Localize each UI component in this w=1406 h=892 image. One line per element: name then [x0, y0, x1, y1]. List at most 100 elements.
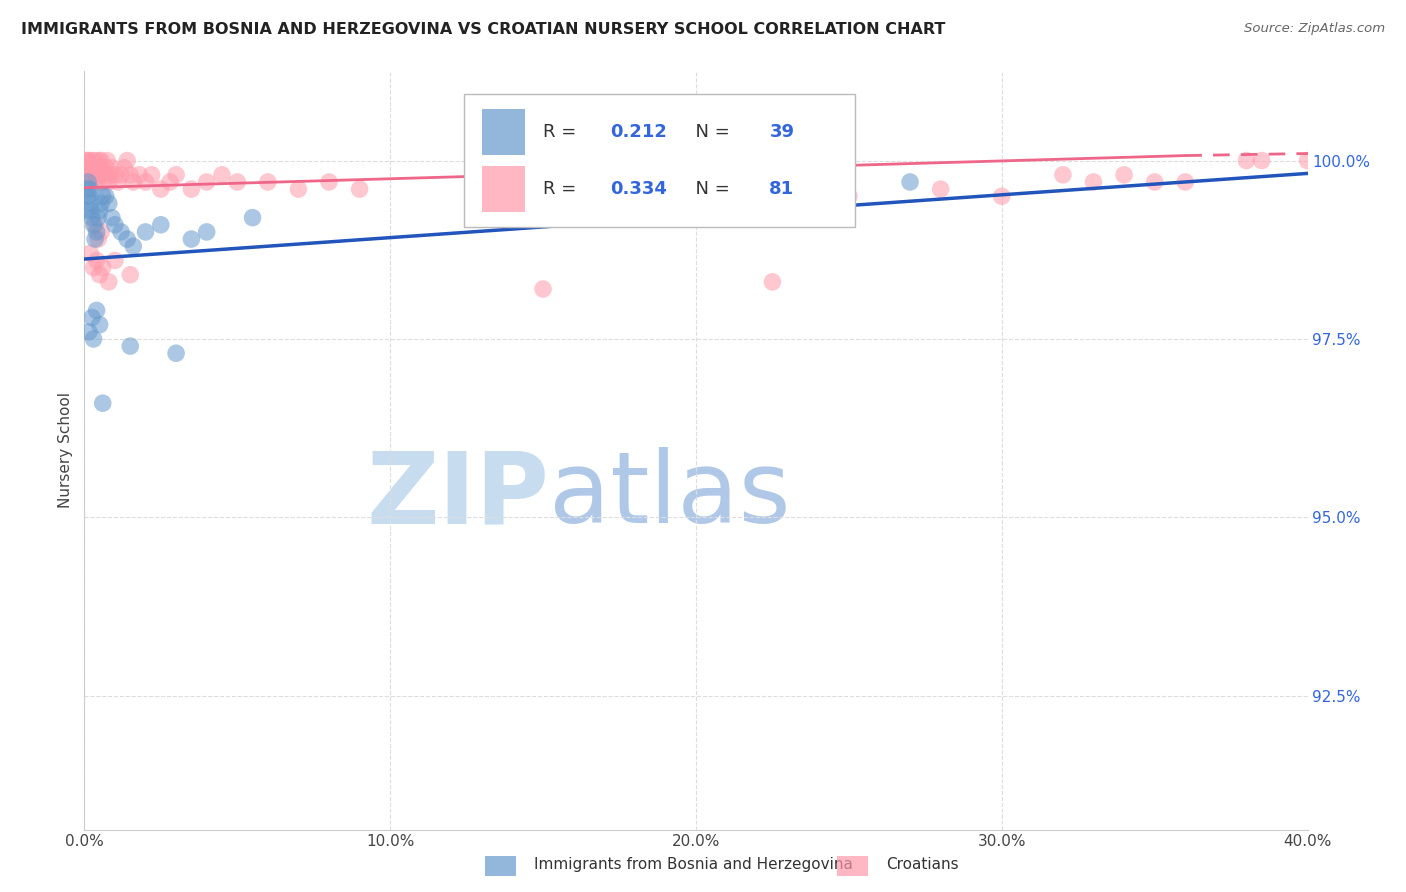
Point	[120, 168, 142, 182]
Point	[86, 225, 108, 239]
Point	[87, 161, 110, 175]
Point	[128, 168, 150, 182]
Text: 39: 39	[769, 123, 794, 141]
Text: atlas: atlas	[550, 448, 790, 544]
Point	[120, 268, 142, 282]
Point	[159, 175, 181, 189]
Point	[84, 232, 107, 246]
Point	[86, 303, 108, 318]
Point	[94, 189, 117, 203]
Point	[77, 189, 100, 203]
Bar	[482, 109, 524, 155]
Point	[76, 189, 98, 203]
Point	[89, 268, 111, 282]
Point	[135, 225, 157, 239]
Point	[84, 218, 107, 232]
Point	[97, 175, 120, 189]
Point	[120, 339, 142, 353]
Text: IMMIGRANTS FROM BOSNIA AND HERZEGOVINA VS CROATIAN NURSERY SCHOOL CORRELATION CH: IMMIGRANTS FROM BOSNIA AND HERZEGOVINA V…	[21, 22, 945, 37]
Point	[1143, 175, 1166, 189]
Point	[91, 396, 114, 410]
FancyBboxPatch shape	[464, 95, 855, 227]
Point	[104, 168, 127, 182]
Point	[83, 168, 105, 182]
Point	[79, 168, 101, 182]
Point	[79, 246, 101, 260]
Point	[84, 161, 107, 175]
Bar	[482, 166, 524, 211]
Point	[97, 275, 120, 289]
Point	[318, 175, 340, 189]
Point	[1083, 175, 1105, 189]
Point	[77, 161, 100, 175]
Point	[761, 275, 783, 289]
Point	[76, 161, 98, 175]
Point	[80, 203, 103, 218]
Point	[104, 218, 127, 232]
Point	[75, 153, 97, 168]
Point	[90, 225, 112, 239]
Point	[1174, 175, 1197, 189]
Point	[257, 175, 280, 189]
Point	[609, 189, 631, 203]
Point	[211, 168, 233, 182]
Point	[242, 211, 264, 225]
Point	[80, 211, 103, 225]
Point	[101, 161, 124, 175]
Point	[149, 182, 172, 196]
Point	[79, 153, 101, 168]
Text: N =: N =	[683, 123, 735, 141]
Point	[104, 253, 127, 268]
Point	[76, 153, 98, 168]
Text: Source: ZipAtlas.com: Source: ZipAtlas.com	[1244, 22, 1385, 36]
Point	[141, 168, 163, 182]
Point	[165, 168, 187, 182]
Point	[83, 332, 105, 346]
Point	[77, 325, 100, 339]
Point	[115, 153, 138, 168]
Point	[87, 153, 110, 168]
Point	[135, 175, 157, 189]
Point	[122, 175, 145, 189]
Point	[97, 196, 120, 211]
Text: Immigrants from Bosnia and Herzegovina: Immigrants from Bosnia and Herzegovina	[534, 857, 853, 872]
Point	[516, 189, 538, 203]
Point	[79, 182, 101, 196]
Point	[1114, 168, 1136, 182]
Point	[86, 253, 108, 268]
Point	[75, 203, 97, 218]
Text: Croatians: Croatians	[886, 857, 959, 872]
Point	[110, 168, 132, 182]
Point	[898, 175, 921, 189]
Point	[86, 168, 108, 182]
Point	[1052, 168, 1074, 182]
Point	[747, 182, 769, 196]
Point	[1312, 153, 1334, 168]
Point	[91, 260, 114, 275]
Point	[1236, 153, 1258, 168]
Point	[89, 203, 111, 218]
Point	[195, 225, 218, 239]
Y-axis label: Nursery School: Nursery School	[58, 392, 73, 508]
Point	[101, 211, 124, 225]
Point	[86, 175, 108, 189]
Point	[1250, 153, 1272, 168]
Point	[287, 182, 309, 196]
Point	[89, 168, 111, 182]
Point	[91, 189, 114, 203]
Point	[80, 153, 103, 168]
Point	[349, 182, 371, 196]
Point	[89, 161, 111, 175]
Point	[180, 182, 202, 196]
Point	[82, 161, 104, 175]
Text: 81: 81	[769, 180, 794, 198]
Point	[609, 182, 631, 196]
Point	[195, 175, 218, 189]
Point	[87, 232, 110, 246]
Text: ZIP: ZIP	[367, 448, 550, 544]
Point	[84, 153, 107, 168]
Point	[94, 161, 117, 175]
Point	[107, 175, 129, 189]
Point	[531, 282, 554, 296]
Point	[1343, 153, 1365, 168]
